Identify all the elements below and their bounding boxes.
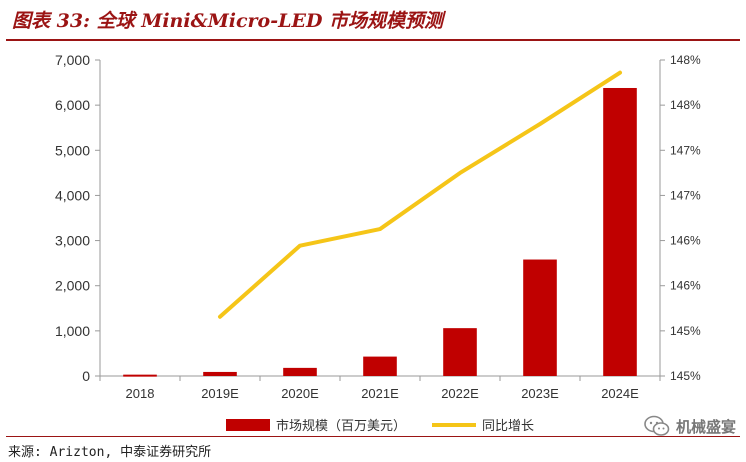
legend-bar-swatch (226, 419, 270, 431)
source-note: 来源: Arizton, 中泰证券研究所 (8, 445, 212, 460)
bar-series (123, 87, 637, 377)
left-tick-label: 2,000 (55, 278, 90, 294)
x-tick-label: 2018 (126, 386, 155, 401)
bar (443, 328, 477, 376)
bar (123, 374, 157, 377)
legend: 市场规模（百万美元） 同比增长 (226, 418, 534, 434)
left-tick-label: 1,000 (55, 323, 90, 339)
left-tick-label: 6,000 (55, 97, 90, 113)
watermark-label: 机械盛宴 (675, 417, 736, 436)
right-axis-ticks: 145% 145% 146% 146% 147% 147% 148% 148% (660, 53, 701, 383)
x-tick-label: 2020E (281, 386, 319, 401)
right-tick-label: 147% (670, 143, 701, 157)
axes (99, 60, 661, 377)
x-tick-label: 2023E (521, 386, 559, 401)
right-tick-label: 148% (670, 53, 701, 67)
left-tick-label: 5,000 (55, 142, 90, 158)
left-tick-label: 3,000 (55, 233, 90, 249)
title-bar: 图表 33: 全球 Mini&Micro-LED 市场规模预测 (0, 0, 746, 40)
x-axis-ticks: 2018 2019E 2020E 2021E 2022E 2023E 2024E (99, 376, 661, 401)
right-tick-label: 147% (670, 188, 701, 202)
x-tick-label: 2021E (361, 386, 399, 401)
right-tick-label: 145% (670, 324, 701, 338)
chart-title: 图表 33: 全球 Mini&Micro-LED 市场规模预测 (12, 10, 444, 32)
x-tick-label: 2019E (201, 386, 239, 401)
bar (523, 259, 557, 376)
right-tick-label: 146% (670, 279, 701, 293)
right-tick-label: 145% (670, 369, 701, 383)
right-tick-label: 146% (670, 234, 701, 248)
bar (203, 371, 237, 376)
line-series (218, 70, 622, 319)
source-divider (6, 436, 740, 437)
bar (283, 367, 317, 376)
left-tick-label: 4,000 (55, 187, 90, 203)
legend-line-label: 同比增长 (482, 419, 534, 434)
watermark: 机械盛宴 (644, 415, 736, 437)
legend-bar-label: 市场规模（百万美元） (276, 418, 406, 434)
x-tick-label: 2024E (601, 386, 639, 401)
growth-line (218, 70, 622, 319)
x-tick-label: 2022E (441, 386, 479, 401)
left-axis-ticks: 0 1,000 2,000 3,000 4,000 5,000 6,000 7,000 (55, 52, 100, 384)
chart: 0 1,000 2,000 3,000 4,000 5,000 6,000 7,000 145… (55, 52, 701, 434)
bar (603, 87, 637, 376)
right-tick-label: 148% (670, 98, 701, 112)
bar (363, 356, 397, 376)
left-tick-label: 0 (82, 368, 90, 384)
title-divider (6, 39, 740, 41)
wechat-icon (644, 415, 670, 436)
left-tick-label: 7,000 (55, 52, 90, 68)
